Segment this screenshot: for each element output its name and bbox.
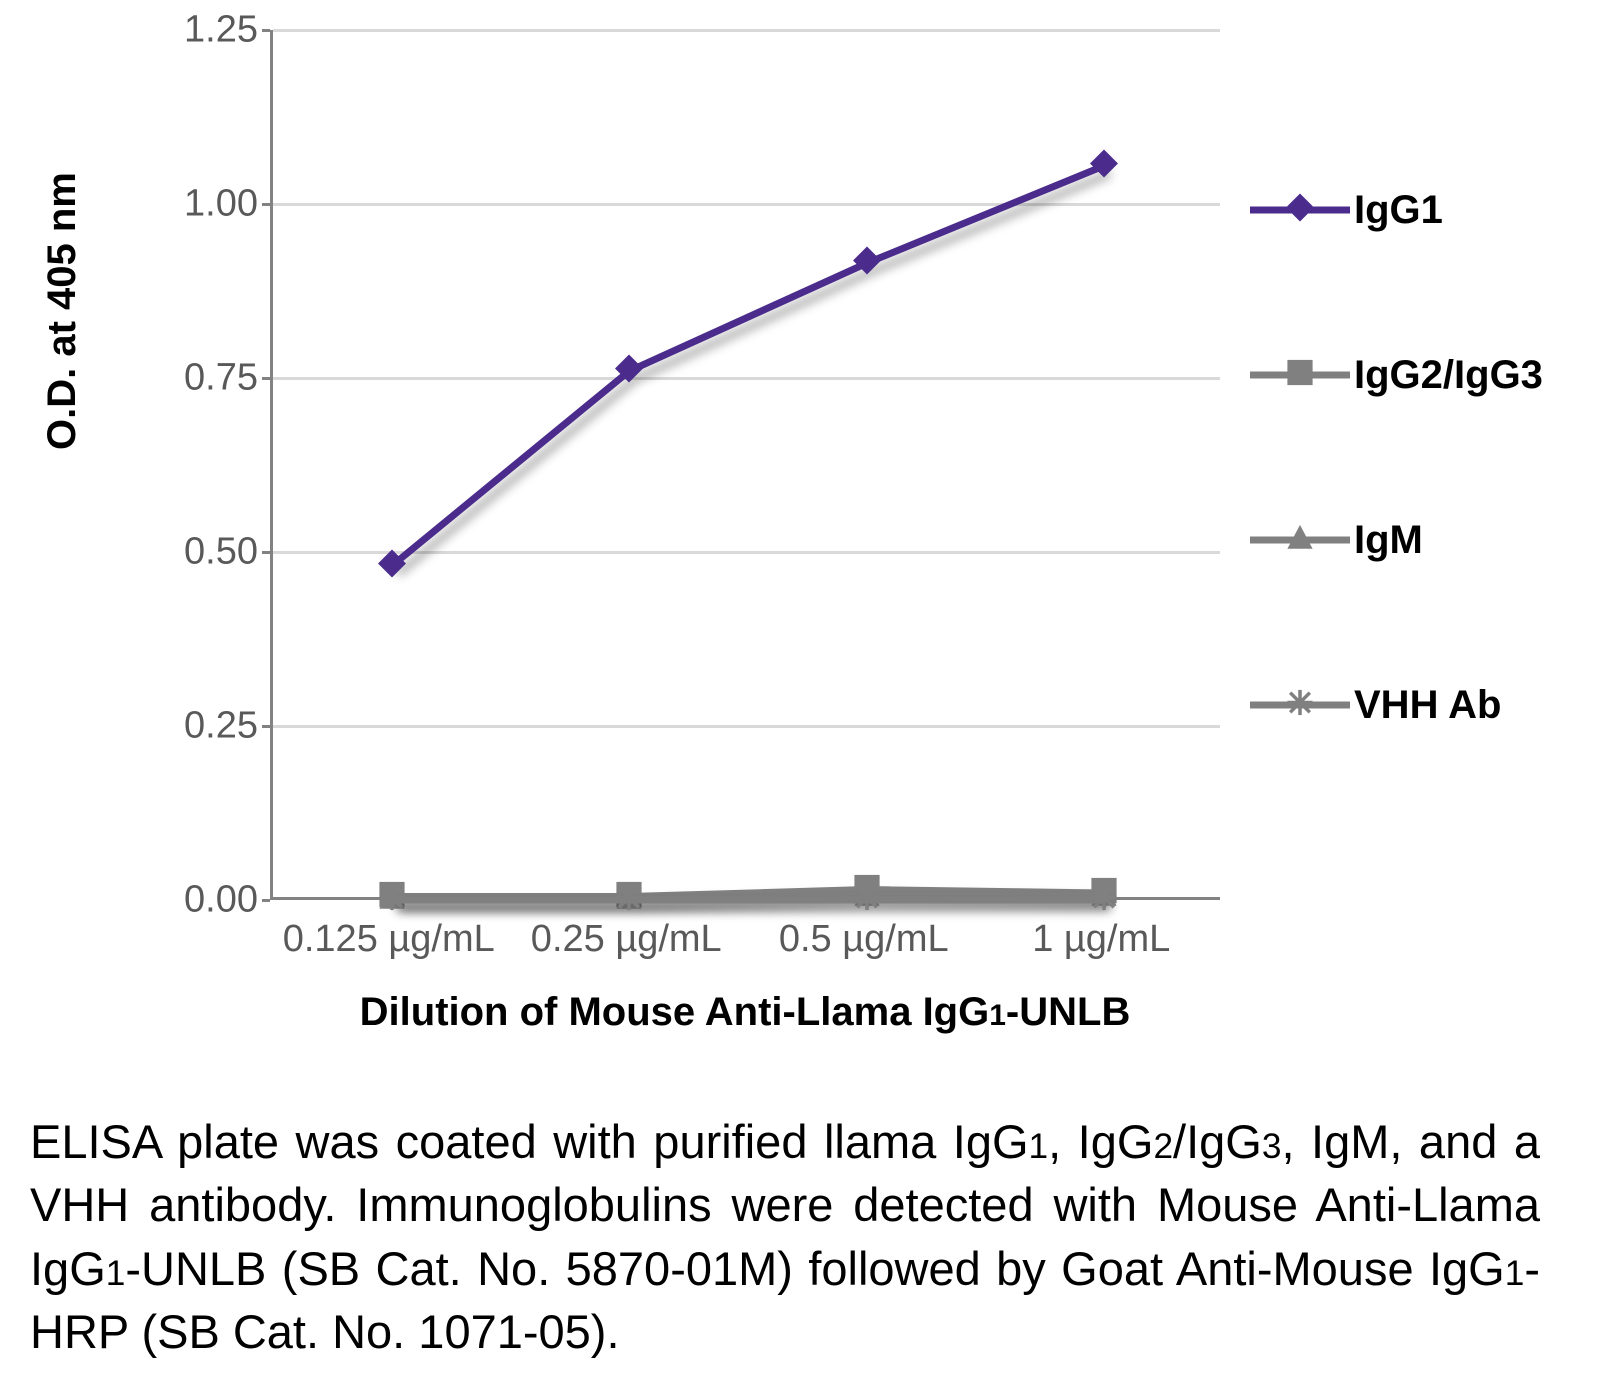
- caption-text: ELISA plate was coated with purified lla…: [30, 1115, 1029, 1168]
- legend: IgG1 IgG2/IgG3 IgM VHH Ab: [1250, 190, 1600, 850]
- caption-subscript: 1: [1505, 1254, 1525, 1293]
- marker-diamond-icon: [1090, 149, 1118, 182]
- x-tick-label: 1 µg/mL: [1032, 918, 1170, 961]
- y-tick-label: 0.50: [184, 531, 258, 574]
- y-tick-label: 1.25: [184, 9, 258, 52]
- marker-diamond-icon: [378, 549, 406, 582]
- y-ticks: 0.000.250.500.751.001.25: [160, 30, 270, 900]
- gridline: [273, 203, 1220, 206]
- y-tick-label: 0.75: [184, 357, 258, 400]
- marker-diamond-icon: [615, 355, 643, 388]
- legend-item: IgG1: [1250, 190, 1600, 230]
- legend-item: IgG2/IgG3: [1250, 355, 1600, 395]
- legend-label: VHH Ab: [1354, 683, 1501, 728]
- y-tick-mark: [262, 725, 270, 728]
- figure-caption: ELISA plate was coated with purified lla…: [30, 1110, 1540, 1364]
- plot-outer: 0.000.250.500.751.001.25 0.125 µg/mL0.2: [160, 30, 1220, 900]
- legend-item: IgM: [1250, 520, 1600, 560]
- chart-area: O.D. at 405 nm 0.000.250.500.751.001.25: [30, 30, 1584, 1060]
- x-axis-label-suffix: -UNLB: [1006, 990, 1130, 1034]
- series-line-igg2-igg3: [273, 30, 1220, 897]
- y-tick-mark: [262, 377, 270, 380]
- gridline: [273, 725, 1220, 728]
- gridline: [273, 377, 1220, 380]
- x-axis-label: Dilution of Mouse Anti-Llama IgG1-UNLB: [270, 990, 1220, 1035]
- caption-text: -UNLB (SB Cat. No. 5870-01M) followed by…: [125, 1242, 1504, 1295]
- caption-text: , IgG: [1048, 1115, 1153, 1168]
- series-line-vhh-ab: [273, 30, 1220, 897]
- y-tick-mark: [262, 29, 270, 32]
- legend-sample: [1250, 190, 1350, 230]
- legend-label: IgM: [1354, 518, 1423, 563]
- caption-subscript: 1: [1029, 1127, 1049, 1166]
- y-tick-label: 0.00: [184, 879, 258, 922]
- caption-subscript: 3: [1262, 1127, 1282, 1166]
- legend-label: IgG2/IgG3: [1354, 353, 1543, 398]
- y-tick-label: 1.00: [184, 183, 258, 226]
- x-ticks: 0.125 µg/mL 0.25 µg/mL 0.5 µg/mL 1 µg/mL: [270, 910, 1220, 970]
- caption-text: /IgG: [1173, 1115, 1262, 1168]
- caption-subscript: 2: [1153, 1127, 1173, 1166]
- marker-diamond-icon: [853, 247, 881, 280]
- gridline: [273, 551, 1220, 554]
- legend-sample: [1250, 355, 1350, 395]
- legend-sample: [1250, 520, 1350, 560]
- y-tick-label: 0.25: [184, 705, 258, 748]
- x-tick-label: 0.125 µg/mL: [283, 918, 495, 961]
- y-tick-mark: [262, 203, 270, 206]
- caption-subscript: 1: [106, 1254, 126, 1293]
- series-line-igg1: [273, 30, 1220, 897]
- x-axis-label-text: Dilution of Mouse Anti-Llama IgG: [360, 990, 990, 1034]
- legend-item: VHH Ab: [1250, 685, 1600, 725]
- series-line-igm: [273, 30, 1220, 897]
- gridline: [273, 29, 1220, 32]
- legend-label: IgG1: [1354, 188, 1443, 233]
- x-tick-label: 0.5 µg/mL: [779, 918, 949, 961]
- y-tick-mark: [262, 899, 270, 902]
- y-tick-mark: [262, 551, 270, 554]
- figure-container: O.D. at 405 nm 0.000.250.500.751.001.25: [30, 30, 1584, 1364]
- x-axis-label-sub: 1: [989, 999, 1006, 1032]
- x-tick-label: 0.25 µg/mL: [531, 918, 722, 961]
- legend-sample: [1250, 685, 1350, 725]
- plot-region: [270, 30, 1220, 900]
- y-axis-label: O.D. at 405 nm: [40, 172, 85, 450]
